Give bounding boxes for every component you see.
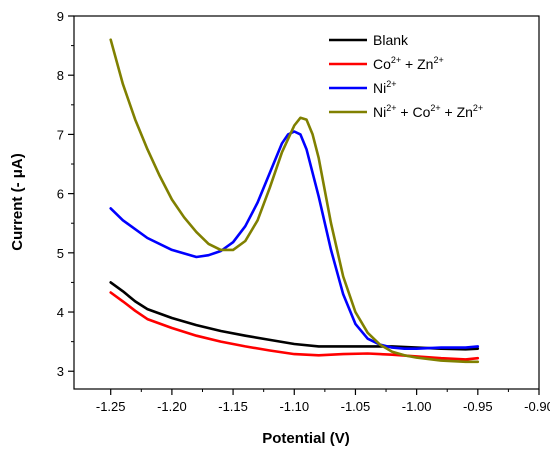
legend-label: Ni2+ + Co2+ + Zn2+ (373, 103, 483, 120)
x-tick-label: -0.95 (463, 399, 493, 414)
legend: Blank Co2+ + Zn2+ Ni2+ Ni2+ + Co2+ + Zn2+ (329, 32, 483, 120)
y-tick-label: 6 (57, 187, 64, 202)
x-tick-label: -1.10 (279, 399, 309, 414)
x-tick-label: -1.05 (341, 399, 371, 414)
legend-label: Co2+ + Zn2+ (373, 55, 444, 72)
series-line-2 (109, 291, 480, 361)
legend-label: Ni2+ (373, 79, 397, 96)
y-tick-label: 7 (57, 127, 64, 142)
series-line-4 (109, 38, 480, 364)
x-tick-label: -0.90 (524, 399, 550, 414)
y-tick-label: 5 (57, 246, 64, 261)
y-axis-title: Current (- μA) (9, 153, 26, 251)
x-tick-label: -1.00 (402, 399, 432, 414)
y-tick-label: 4 (57, 305, 64, 320)
x-tick-label: -1.25 (96, 399, 126, 414)
x-axis-title: Potential (V) (262, 430, 350, 447)
y-tick-label: 3 (57, 364, 64, 379)
series-line-1 (109, 281, 480, 351)
series-lines (109, 38, 480, 364)
x-tick-label: -1.20 (157, 399, 187, 414)
x-tick-label: -1.15 (218, 399, 248, 414)
legend-label: Blank (373, 32, 409, 48)
plot-frame (73, 15, 540, 390)
y-tick-label: 9 (57, 9, 64, 24)
axis-ticks: -1.25 -1.20 -1.15 -1.10 -1.05 -1.00 -0.95 -0.90… (57, 9, 550, 414)
y-tick-label: 8 (57, 68, 64, 83)
series-line-3 (109, 130, 480, 351)
